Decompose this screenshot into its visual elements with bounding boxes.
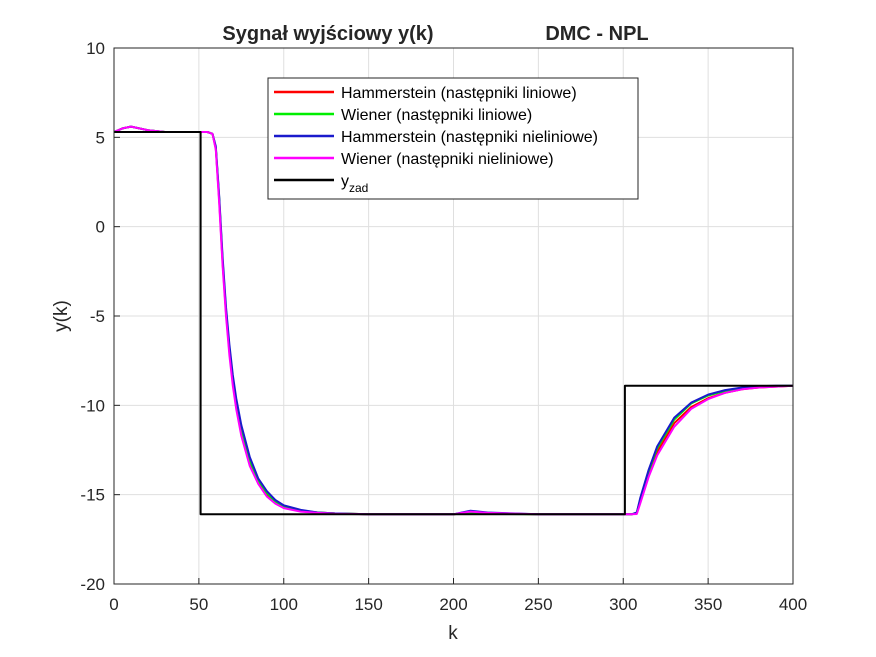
- y-tick-label: 0: [96, 218, 105, 237]
- x-tick-label: 300: [609, 595, 637, 614]
- y-axis-label: y(k): [51, 300, 72, 332]
- x-tick-label: 250: [524, 595, 552, 614]
- y-tick-label: -5: [90, 307, 105, 326]
- legend-label-text: Wiener (następniki liniowe): [341, 107, 532, 124]
- x-tick-label: 350: [694, 595, 722, 614]
- x-tick-label: 50: [189, 595, 208, 614]
- ticks: 0 50 100 150 200 250 300 350 400 -20 -15 -10 -5 0 5 10: [80, 39, 807, 614]
- legend-label-text: Hammerstein (następniki nieliniowe): [341, 129, 598, 146]
- legend-label-4: yzad: [341, 173, 368, 195]
- y-tick-label: 10: [86, 39, 105, 58]
- series-line-3: [113, 125, 794, 516]
- y-tick-label: 5: [96, 128, 105, 147]
- x-tick-label: 100: [270, 595, 298, 614]
- chart-title: Sygnał wyjściowy y(k): [222, 23, 433, 45]
- y-tick-label: -15: [80, 486, 105, 505]
- legend: Hammerstein (następniki liniowe) Wiener (…: [267, 77, 639, 200]
- series-layer: [113, 125, 794, 516]
- legend-label-text: y: [341, 173, 349, 190]
- x-tick-label: 200: [439, 595, 467, 614]
- legend-label-text: Wiener (następniki nieliniowe): [341, 151, 554, 168]
- legend-label-2: Hammerstein (następniki nieliniowe): [341, 129, 598, 146]
- series-line-4: [114, 131, 793, 516]
- x-tick-label: 0: [109, 595, 118, 614]
- legend-label-1: Wiener (następniki liniowe): [341, 107, 532, 124]
- x-tick-label: 150: [354, 595, 382, 614]
- y-tick-label: -10: [80, 396, 105, 415]
- legend-label-subscript: zad: [349, 181, 368, 195]
- legend-label-3: Wiener (następniki nieliniowe): [341, 151, 554, 168]
- legend-label-0: Hammerstein (następniki liniowe): [341, 85, 577, 102]
- chart-subtitle: DMC - NPL: [545, 23, 648, 45]
- legend-label-text: Hammerstein (następniki liniowe): [341, 85, 577, 102]
- x-axis-label: k: [448, 623, 458, 644]
- y-tick-label: -20: [80, 575, 105, 594]
- x-tick-label: 400: [779, 595, 807, 614]
